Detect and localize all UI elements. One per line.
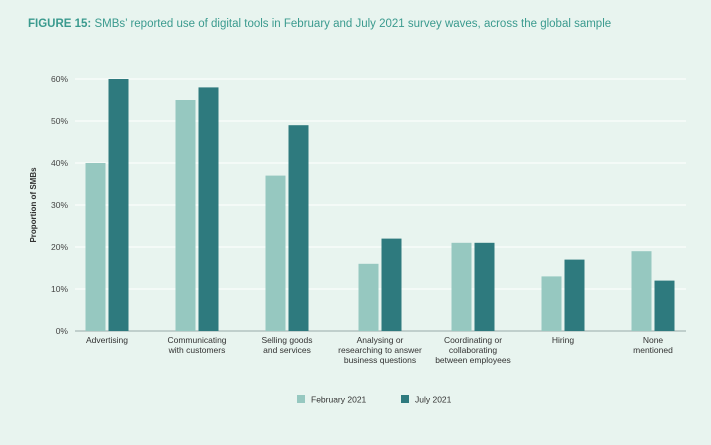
y-tick-label: 60% [51, 74, 68, 84]
x-tick-label: Advertising [86, 335, 128, 345]
y-tick-label: 0% [56, 326, 69, 336]
bar-july [381, 238, 402, 331]
legend-swatch-july [401, 395, 409, 403]
x-tick-label: Analysing or [357, 335, 404, 345]
x-tick-label: between employees [435, 355, 511, 365]
x-tick-label: with customers [168, 345, 226, 355]
x-tick-label: business questions [344, 355, 416, 365]
y-tick-label: 10% [51, 284, 68, 294]
legend-swatch-february [297, 395, 305, 403]
x-tick-label: Communicating [167, 335, 226, 345]
bar-february [631, 251, 652, 331]
legend-label-february: February 2021 [311, 395, 367, 405]
bar-february [358, 263, 379, 331]
legend-label-july: July 2021 [415, 395, 452, 405]
figure-caption: SMBs’ reported use of digital tools in F… [91, 18, 612, 30]
y-tick-label: 30% [51, 200, 68, 210]
bar-february [451, 242, 472, 331]
y-axis-label: Proportion of SMBs [29, 167, 38, 243]
y-tick-label: 20% [51, 242, 68, 252]
x-tick-label: researching to answer [338, 345, 422, 355]
x-tick-label: Hiring [552, 335, 574, 345]
x-tick-label: Selling goods [261, 335, 312, 345]
bar-february [175, 100, 196, 331]
bar-july [288, 125, 309, 331]
x-tick-label: None [643, 335, 664, 345]
bar-july [654, 280, 675, 331]
y-tick-label: 40% [51, 158, 68, 168]
x-tick-label: Coordinating or [444, 335, 502, 345]
page-title: FIGURE 15: SMBs’ reported use of digital… [28, 18, 611, 30]
bar-july [198, 87, 219, 332]
bar-july [564, 259, 585, 331]
figure-number: FIGURE 15: [28, 18, 92, 30]
x-tick-label: and services [263, 345, 311, 355]
bar-february [265, 175, 286, 331]
bar-july [108, 79, 129, 331]
x-tick-label: collaborating [449, 345, 497, 355]
bar-february [85, 163, 106, 331]
bar-february [541, 276, 562, 331]
x-tick-label: mentioned [633, 345, 673, 355]
y-tick-label: 50% [51, 116, 68, 126]
bar-july [474, 242, 495, 331]
